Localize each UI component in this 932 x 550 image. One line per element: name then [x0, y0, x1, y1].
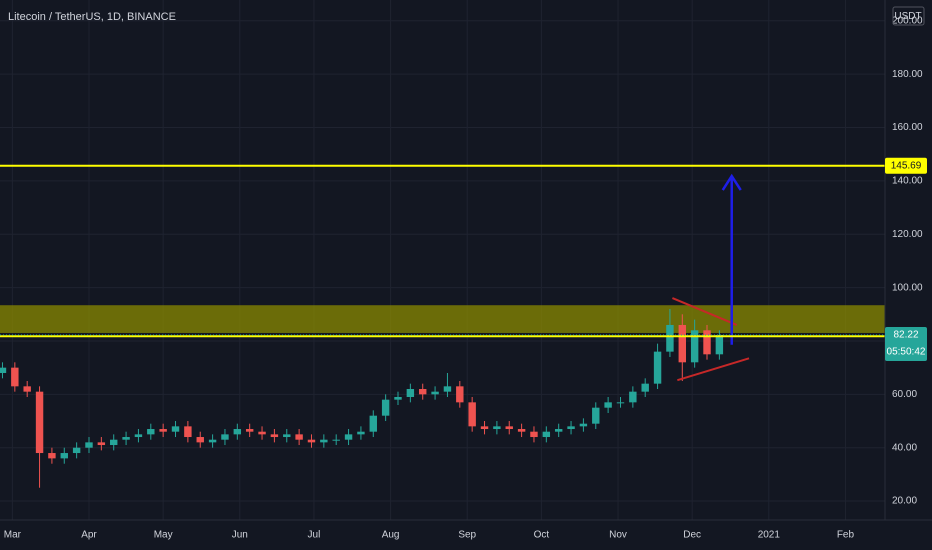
y-tick-label: 60.00 — [892, 389, 917, 400]
countdown: 05:50:42 — [887, 347, 926, 358]
x-tick-label: 2021 — [758, 530, 781, 541]
candle-body — [443, 386, 452, 392]
candle-body — [419, 388, 427, 395]
candle-body — [332, 439, 340, 441]
y-tick-label: 40.00 — [892, 442, 917, 453]
x-tick-label: Oct — [534, 530, 550, 541]
candle-body — [233, 429, 242, 435]
y-tick-label: 160.00 — [892, 122, 923, 133]
candle-body — [320, 439, 328, 443]
candle-body — [715, 335, 724, 355]
candle-body — [394, 397, 402, 400]
candle-body — [493, 426, 501, 430]
candle-body — [48, 453, 56, 459]
x-tick-label: Jul — [308, 530, 321, 541]
candle-body — [208, 439, 217, 443]
candle-body — [431, 391, 439, 395]
x-tick-label: Mar — [4, 530, 22, 541]
chart-title: Litecoin / TetherUS, 1D, BINANCE — [8, 11, 176, 23]
y-tick-label: 100.00 — [892, 282, 923, 293]
y-tick-label: 140.00 — [892, 176, 923, 187]
candle-body — [122, 437, 130, 440]
candle-body — [542, 431, 551, 438]
candle-body — [72, 447, 81, 454]
candle-body — [641, 383, 649, 392]
x-tick-label: May — [154, 530, 173, 541]
candle-body — [604, 402, 612, 408]
y-tick-label: 180.00 — [892, 69, 923, 80]
candle-body — [245, 429, 254, 432]
x-tick-label: Feb — [837, 530, 855, 541]
candle-body — [23, 386, 31, 392]
candle-body — [270, 434, 279, 438]
level-tag-label: 145.69 — [891, 160, 922, 171]
candle-body — [468, 402, 476, 427]
candle-body — [283, 434, 291, 438]
y-tick-label: 120.00 — [892, 229, 923, 240]
candle-body — [381, 399, 390, 416]
candle-body — [60, 453, 68, 459]
candle-body — [592, 407, 600, 424]
trendline — [677, 357, 750, 382]
level-tag — [885, 157, 927, 174]
candle-body — [134, 434, 143, 438]
candle-body — [456, 386, 464, 403]
candle-body — [480, 426, 489, 430]
candle-body — [85, 442, 93, 448]
candle-body — [554, 429, 563, 432]
arrow-head — [721, 173, 742, 191]
trendline — [672, 297, 738, 326]
x-tick-label: Jun — [232, 530, 248, 541]
candle-body — [159, 429, 167, 432]
candle-body — [295, 434, 303, 440]
candle-body — [221, 434, 229, 440]
x-tick-label: Apr — [81, 530, 97, 541]
zone — [0, 305, 885, 333]
candle-body — [616, 402, 625, 404]
candle-body — [406, 388, 415, 398]
candle-body — [184, 426, 192, 438]
candle-body — [307, 439, 316, 443]
y-tick-label: 200.00 — [892, 15, 923, 26]
candle-body — [579, 423, 588, 427]
candle-body — [196, 437, 204, 443]
y-tick-label: 20.00 — [892, 496, 917, 507]
candle-body — [11, 367, 19, 387]
candle-body — [369, 415, 377, 432]
candle-body — [344, 434, 353, 440]
candle-body — [505, 426, 513, 430]
candle-body — [678, 324, 686, 363]
price-tag-label: 82.22 — [893, 330, 918, 341]
candle-body — [703, 330, 711, 355]
candle-body — [110, 439, 118, 446]
candle-body — [690, 330, 699, 363]
currency[interactable]: USDT — [894, 11, 921, 22]
axes: 20.0040.0060.0080.00100.00120.00140.0016… — [4, 15, 927, 541]
candle-body — [97, 442, 106, 446]
candle-body — [171, 426, 180, 432]
candle-body — [147, 429, 155, 435]
price-tag — [885, 327, 927, 362]
x-tick-label: Nov — [609, 530, 627, 541]
candle-body — [35, 391, 44, 454]
x-tick-label: Sep — [458, 530, 476, 541]
plot — [0, 164, 885, 488]
candle-body — [567, 426, 575, 430]
candle-body — [258, 431, 266, 435]
candle-body — [0, 367, 7, 373]
candle-body — [517, 429, 526, 432]
candle-body — [530, 431, 538, 438]
candle-body — [666, 324, 674, 352]
x-tick-label: Dec — [683, 530, 701, 541]
currency-box[interactable] — [892, 6, 925, 26]
candle-body — [653, 351, 662, 384]
candle-body — [629, 391, 637, 403]
candle-body — [357, 431, 365, 435]
x-tick-label: Aug — [382, 530, 400, 541]
